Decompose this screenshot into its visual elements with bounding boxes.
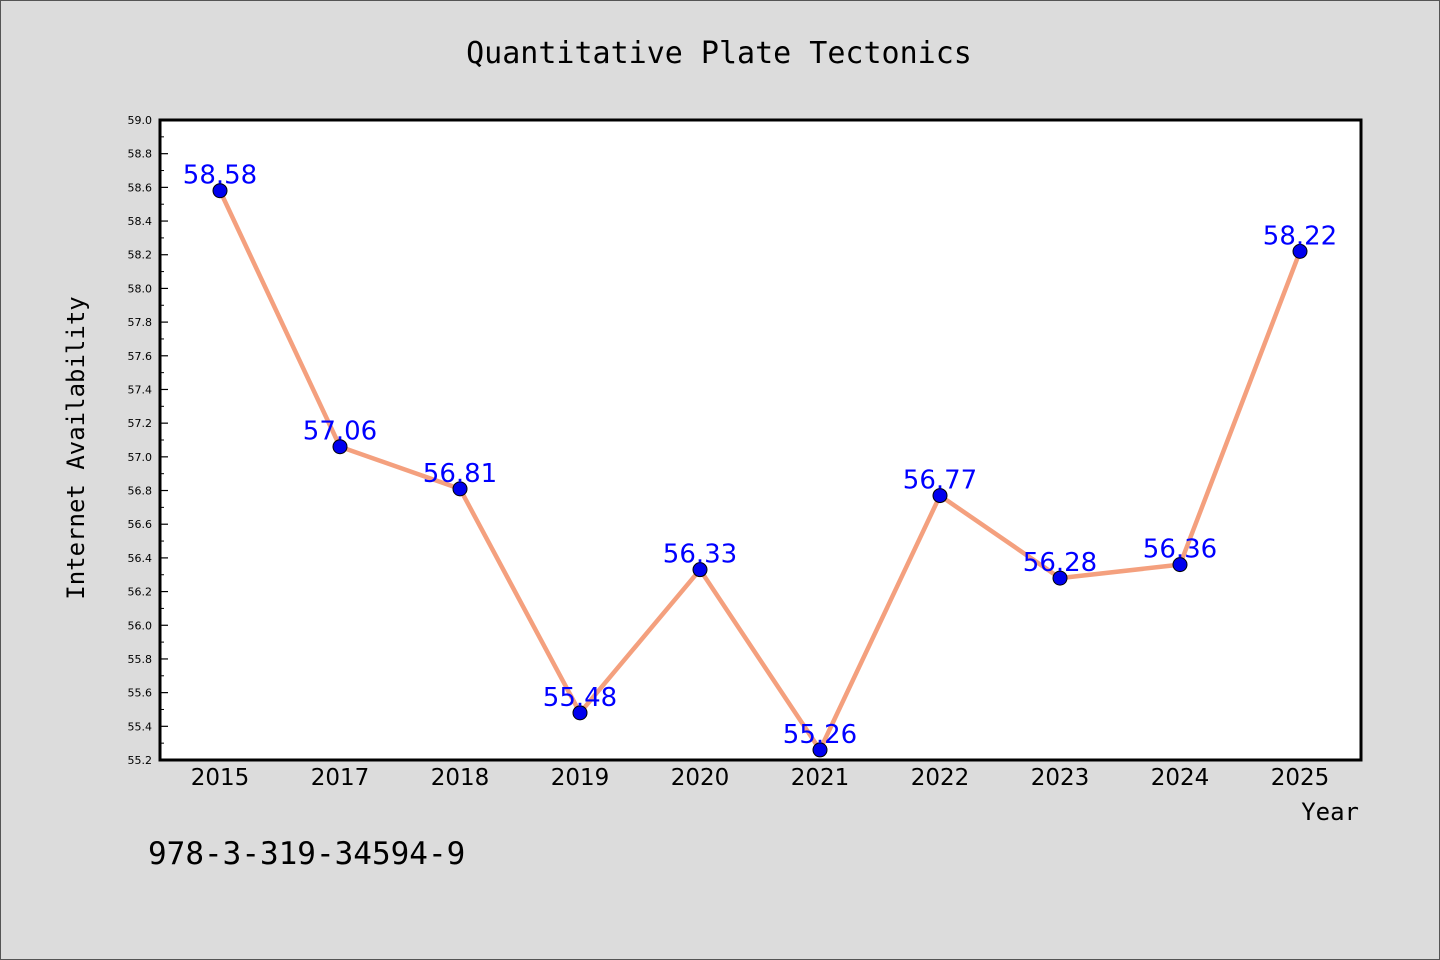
data-point bbox=[812, 742, 828, 758]
y-tick-label: 57.2 bbox=[128, 417, 153, 430]
data-point bbox=[692, 562, 708, 578]
x-tick-label: 2017 bbox=[311, 765, 370, 791]
y-tick-label: 57.0 bbox=[128, 451, 153, 464]
y-tick-label: 55.2 bbox=[128, 754, 153, 767]
y-tick-label: 57.8 bbox=[128, 316, 153, 329]
chart-title: Quantitative Plate Tectonics bbox=[466, 36, 972, 71]
x-tick-label: 2023 bbox=[1031, 765, 1090, 791]
y-tick-label: 56.2 bbox=[128, 586, 153, 599]
y-tick-label: 56.4 bbox=[128, 552, 153, 565]
y-tick-label: 58.6 bbox=[128, 181, 153, 194]
y-tick-label: 58.4 bbox=[128, 215, 153, 228]
x-axis: 2015 2017 2018 2019 2020 2021 2022 2023 2024 2025 bbox=[191, 765, 1330, 791]
data-label: 58.22 bbox=[1263, 221, 1337, 251]
data-point bbox=[212, 183, 228, 199]
y-tick-label: 56.8 bbox=[128, 485, 153, 498]
x-tick-label: 2019 bbox=[551, 765, 610, 791]
x-tick-label: 2015 bbox=[191, 765, 250, 791]
data-label: 56.81 bbox=[423, 459, 497, 489]
y-axis-label: Internet Availability bbox=[62, 296, 90, 599]
data-label: 56.33 bbox=[663, 540, 737, 570]
y-tick-label: 58.8 bbox=[128, 148, 153, 161]
data-label: 56.77 bbox=[903, 466, 977, 496]
y-tick-label: 58.0 bbox=[128, 282, 153, 295]
data-label: 56.36 bbox=[1143, 535, 1217, 565]
y-tick-label: 55.6 bbox=[128, 687, 153, 700]
y-tick-label: 55.4 bbox=[128, 720, 153, 733]
y-tick-label: 57.6 bbox=[128, 350, 153, 363]
data-label: 55.48 bbox=[543, 683, 617, 713]
y-tick-label: 55.8 bbox=[128, 653, 153, 666]
data-point bbox=[932, 488, 948, 504]
x-tick-label: 2021 bbox=[791, 765, 850, 791]
plot-area bbox=[160, 120, 1361, 760]
x-tick-label: 2018 bbox=[431, 765, 490, 791]
data-label: 58.58 bbox=[183, 161, 257, 191]
x-axis-label: Year bbox=[1301, 798, 1359, 826]
x-tick-label: 2022 bbox=[911, 765, 970, 791]
data-point bbox=[332, 439, 348, 455]
y-axis: 55.2 55.4 55.6 55.8 56.0 56.2 56.4 56.6 56.8 57.0… bbox=[128, 114, 168, 767]
isbn-text: 978-3-319-34594-9 bbox=[148, 836, 465, 872]
y-tick-label: 56.0 bbox=[128, 619, 153, 632]
data-point bbox=[1292, 243, 1308, 259]
x-tick-label: 2024 bbox=[1151, 765, 1210, 791]
y-tick-label: 57.4 bbox=[128, 383, 153, 396]
x-tick-label: 2025 bbox=[1271, 765, 1330, 791]
plot-border bbox=[158, 118, 1363, 762]
data-point bbox=[572, 705, 588, 721]
x-tick-label: 2020 bbox=[671, 765, 730, 791]
data-point bbox=[1052, 570, 1068, 586]
data-point bbox=[1172, 557, 1188, 573]
y-tick-label: 56.6 bbox=[128, 518, 153, 531]
data-label: 57.06 bbox=[303, 417, 377, 447]
data-point bbox=[452, 481, 468, 497]
series-line bbox=[217, 189, 1303, 753]
y-tick-label: 59.0 bbox=[128, 114, 153, 127]
series-layer: 58.58 57.06 56.81 55.48 56.33 55.26 56.77 56.28… bbox=[183, 161, 1337, 758]
data-label: 56.28 bbox=[1023, 548, 1097, 578]
data-label: 55.26 bbox=[783, 720, 857, 750]
y-tick-label: 58.2 bbox=[128, 249, 153, 262]
